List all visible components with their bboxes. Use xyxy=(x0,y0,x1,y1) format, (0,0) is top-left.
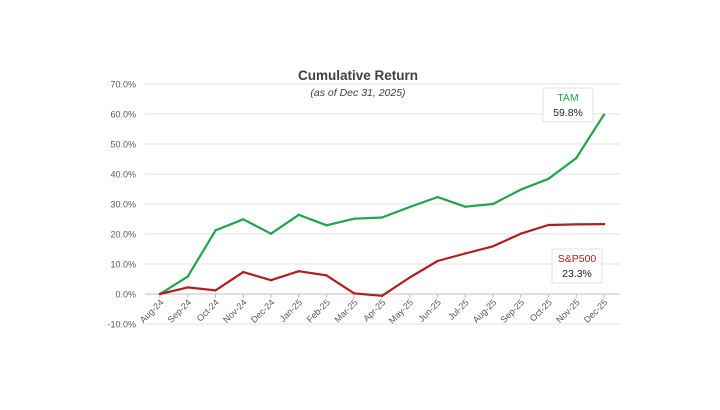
data-point xyxy=(547,223,550,227)
data-point xyxy=(436,195,439,199)
data-point xyxy=(464,205,467,208)
data-point xyxy=(242,270,245,274)
data-point xyxy=(325,274,328,277)
y-tick-label: 70.0% xyxy=(110,80,136,90)
end-label-tam: TAM 59.8% xyxy=(542,87,594,123)
data-point xyxy=(408,205,411,209)
series-value-label: 59.8% xyxy=(553,107,583,119)
data-point xyxy=(186,275,189,278)
x-tick-label: Jun-25 xyxy=(416,297,443,324)
data-point xyxy=(214,289,217,292)
x-tick-label: Apr-25 xyxy=(361,297,387,323)
series-name-label: S&P500 xyxy=(558,253,597,265)
data-point xyxy=(269,279,273,282)
y-tick-label: 50.0% xyxy=(110,140,136,150)
data-point xyxy=(436,259,439,263)
series-value-label: 23.3% xyxy=(562,268,592,280)
y-tick-label: -10.0% xyxy=(107,320,136,330)
data-point xyxy=(242,218,245,221)
x-tick-label: May-25 xyxy=(387,297,415,325)
data-point xyxy=(575,223,578,226)
y-axis-tick-labels: 70.0% 60.0% 50.0% 40.0% 30.0% 20.0% 10.0% 0.0% -… xyxy=(107,80,136,330)
chart-title: Cumulative Return xyxy=(298,68,418,83)
data-point xyxy=(297,270,300,273)
data-point xyxy=(380,294,384,297)
end-label-sp500: S&P500 23.3% xyxy=(551,248,603,284)
data-point xyxy=(186,286,189,289)
gridlines xyxy=(145,83,620,325)
data-point xyxy=(353,292,356,295)
series-end-labels: TAM 59.8% S&P500 23.3% xyxy=(542,87,603,284)
y-tick-label: 20.0% xyxy=(110,230,136,240)
data-point xyxy=(408,276,411,279)
y-tick-label: 30.0% xyxy=(110,200,136,210)
x-axis-tick-labels: Aug-24 Sep-24 Oct-24 Nov-24 Dec-24 Jan-25 Feb-… xyxy=(138,294,610,326)
chart-subtitle: (as of Dec 31, 2025) xyxy=(310,87,405,99)
x-tick-label: Feb-25 xyxy=(305,297,332,324)
x-tick-label: Jan-25 xyxy=(278,297,305,324)
x-tick-label: Oct-24 xyxy=(195,297,221,323)
y-tick-label: 60.0% xyxy=(110,110,136,120)
data-point xyxy=(519,232,522,235)
data-point xyxy=(575,156,578,160)
x-tick-label: Oct-25 xyxy=(528,297,554,323)
y-tick-label: 10.0% xyxy=(110,260,136,270)
x-tick-label: Aug-24 xyxy=(138,297,166,325)
data-point xyxy=(491,245,495,248)
data-point xyxy=(353,217,356,220)
x-tick-label: Nov-25 xyxy=(554,297,582,325)
x-tick-label: Dec-24 xyxy=(249,297,277,325)
label-box xyxy=(551,248,603,284)
x-tick-label: Sep-25 xyxy=(499,297,527,325)
data-point xyxy=(519,188,522,191)
data-point xyxy=(491,202,495,206)
x-tick-label: Mar-25 xyxy=(332,297,359,324)
data-point xyxy=(158,292,162,296)
label-box xyxy=(542,87,594,123)
x-tick-label: Dec-25 xyxy=(582,297,610,325)
data-point xyxy=(380,216,384,219)
x-tick-label: Nov-24 xyxy=(221,297,249,325)
data-point xyxy=(602,222,606,226)
data-point xyxy=(602,113,606,116)
series-name-label: TAM xyxy=(557,92,578,104)
y-tick-label: 40.0% xyxy=(110,170,136,180)
x-tick-label: Sep-24 xyxy=(166,297,194,325)
data-point xyxy=(464,252,467,255)
data-point xyxy=(325,224,328,227)
data-point xyxy=(214,229,217,232)
x-tick-label: Jul-25 xyxy=(446,297,470,321)
series-line-sp500 xyxy=(158,223,606,297)
x-tick-label: Aug-25 xyxy=(471,297,499,325)
data-point xyxy=(269,232,273,235)
series-lines xyxy=(158,113,606,297)
y-tick-label: 0.0% xyxy=(115,290,136,300)
data-point xyxy=(297,213,300,216)
data-point xyxy=(547,177,550,180)
